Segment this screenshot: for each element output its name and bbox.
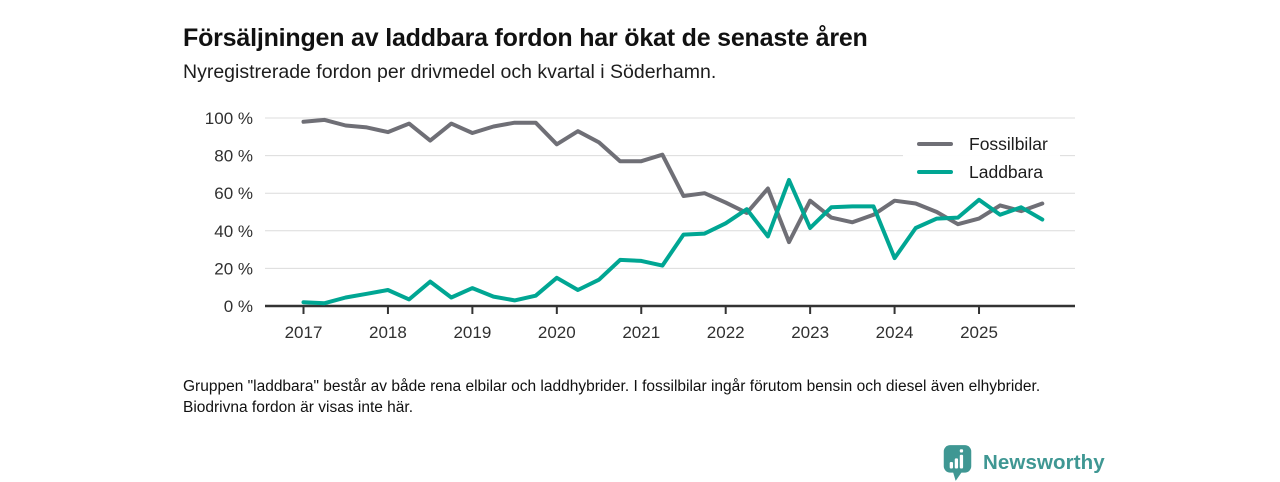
y-axis-label: 80 % (214, 147, 253, 166)
x-axis-label: 2017 (285, 323, 323, 342)
x-axis-label: 2019 (453, 323, 491, 342)
legend-label-laddbara: Laddbara (969, 161, 1043, 182)
y-axis-label: 0 % (224, 297, 253, 316)
legend-item-laddbara: Laddbara (917, 158, 1048, 186)
newsworthy-logo: Newsworthy (941, 443, 1105, 482)
x-axis-label: 2018 (369, 323, 407, 342)
legend: Fossilbilar Laddbara (903, 128, 1060, 188)
x-axis-label: 2025 (960, 323, 998, 342)
footnote: Gruppen "laddbara" består av både rena e… (183, 378, 1041, 416)
x-axis-label: 2023 (791, 323, 829, 342)
y-axis-label: 60 % (214, 184, 253, 203)
legend-label-fossilbilar: Fossilbilar (969, 133, 1048, 154)
newsworthy-logo-text: Newsworthy (983, 450, 1105, 474)
x-axis-label: 2022 (707, 323, 745, 342)
bar-chart-bubble-icon (943, 445, 972, 481)
fossilbilar-line (301, 117, 1045, 245)
legend-item-fossilbilar: Fossilbilar (917, 130, 1048, 158)
x-axis-label: 2021 (622, 323, 660, 342)
y-axis-label: 40 % (214, 222, 253, 241)
laddbara-line (301, 178, 1045, 306)
laddbara-line-swatch (917, 169, 953, 175)
y-axis-label: 20 % (214, 259, 253, 278)
y-axis-label: 100 % (205, 109, 253, 128)
x-axis-label: 2020 (538, 323, 576, 342)
fossilbilar-line-swatch (917, 141, 953, 147)
chart-subtitle: Nyregistrerade fordon per drivmedel och … (183, 61, 717, 83)
page-title: Försäljningen av laddbara fordon har öka… (183, 23, 868, 52)
x-axis-label: 2024 (876, 323, 914, 342)
